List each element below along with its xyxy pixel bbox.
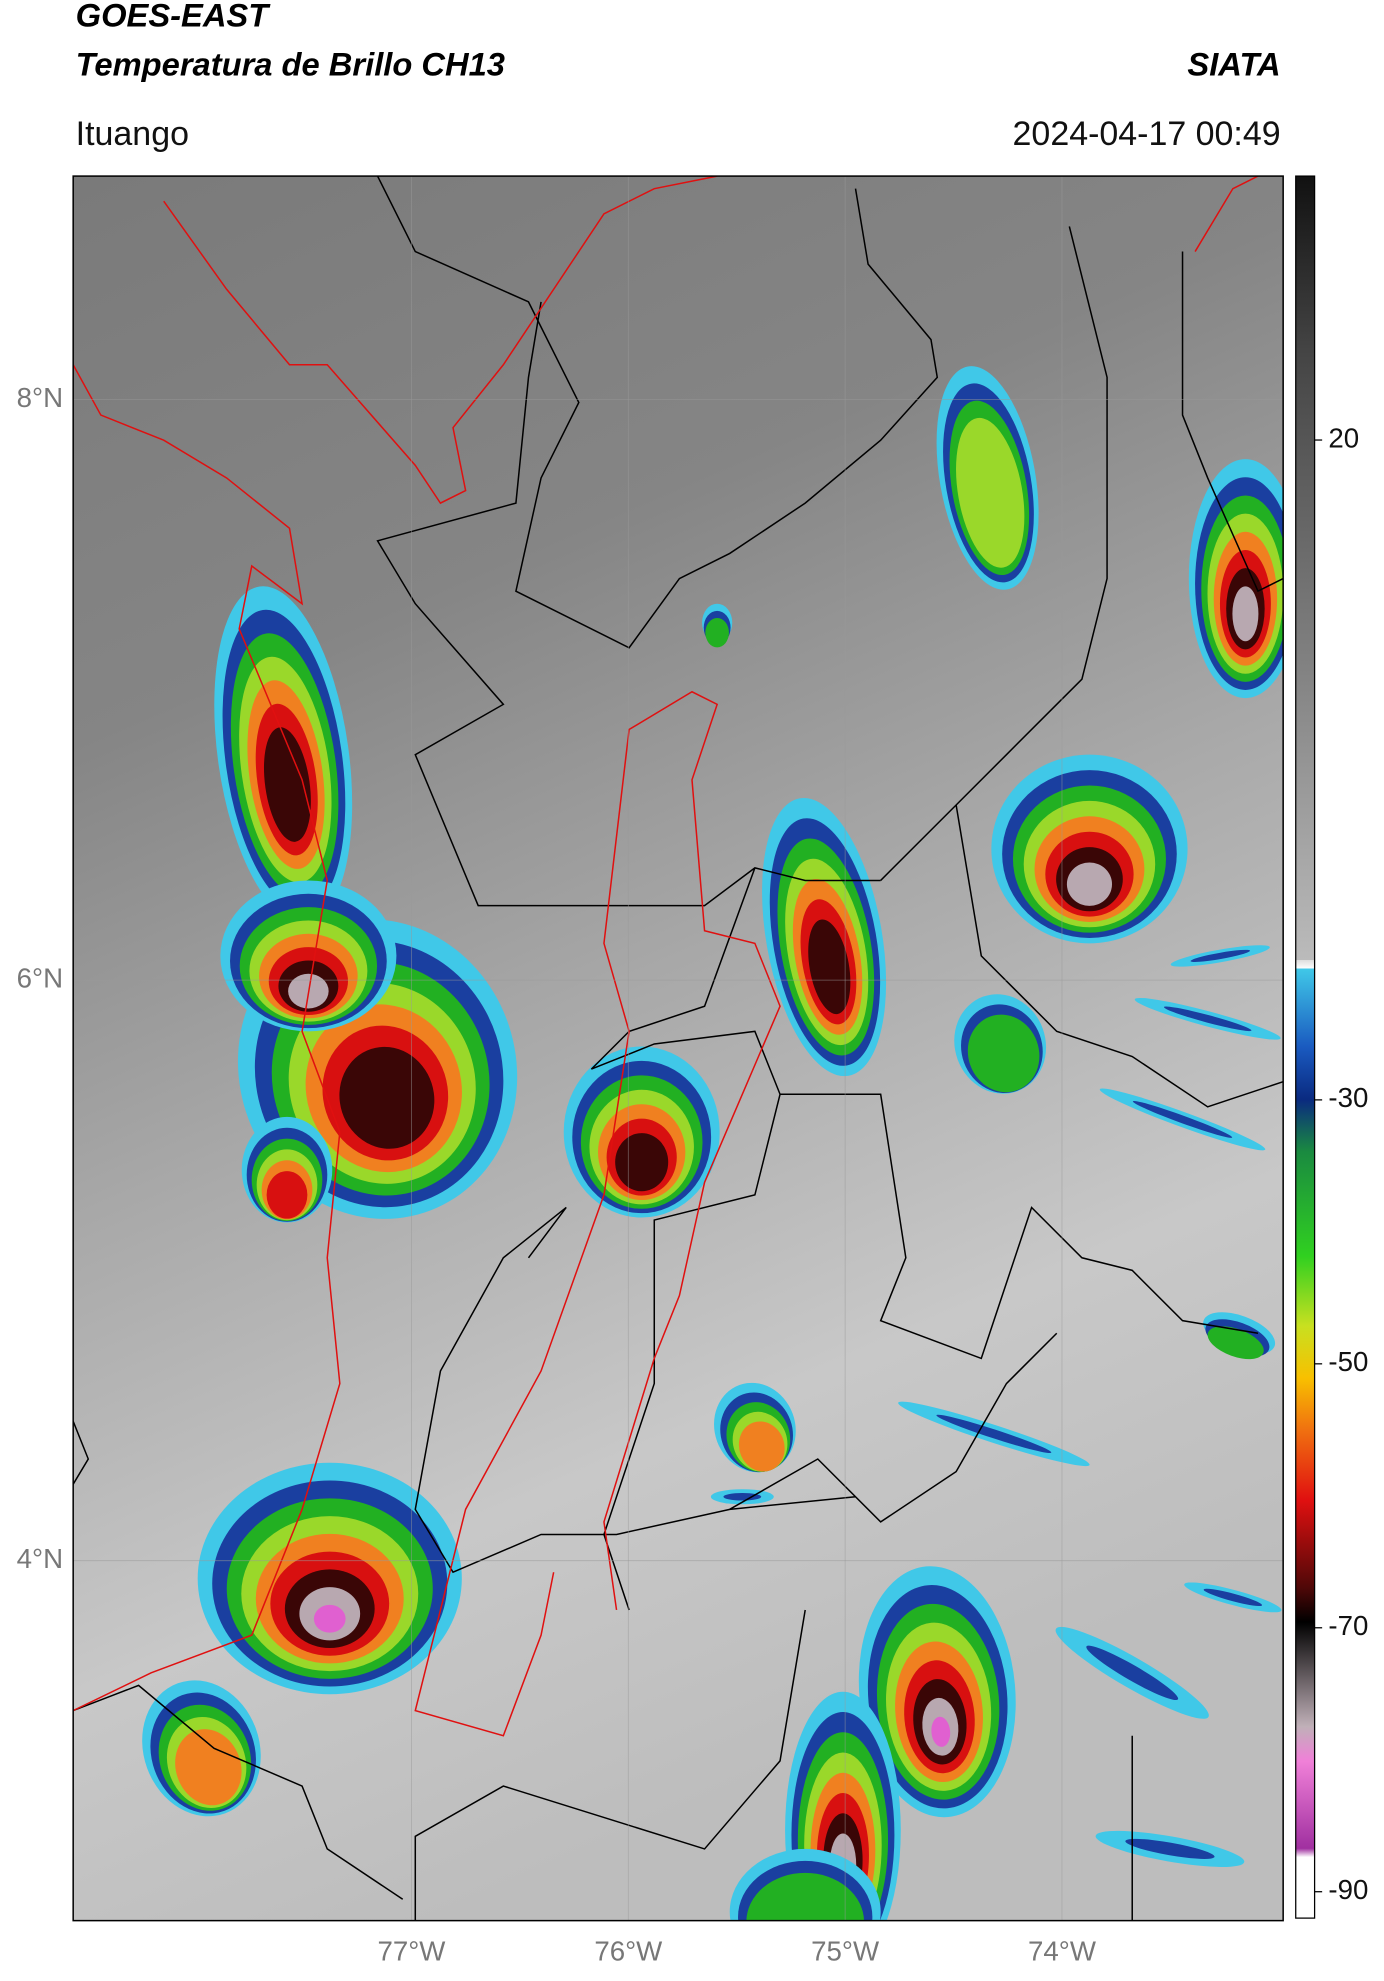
cloud-streak: [723, 1492, 762, 1501]
cloud-streak: [936, 1414, 1052, 1453]
storm-cell: [967, 1014, 1040, 1093]
x-tick-label: 74°W: [1028, 1936, 1097, 1967]
border-line: [729, 1332, 1058, 1523]
region: Ituango: [76, 115, 189, 153]
colorbar-tick-label: -90: [1328, 1874, 1368, 1905]
storm-cell: [1066, 862, 1113, 906]
storm-cell: [956, 417, 1025, 568]
coastline: [163, 176, 718, 505]
storm-cell: [931, 1716, 951, 1747]
border-line: [1181, 251, 1284, 593]
storm-cell: [263, 727, 311, 842]
colorbar-tick-label: 20: [1328, 422, 1359, 453]
cloud-streak: [1125, 1838, 1215, 1859]
source: SIATA: [1187, 45, 1280, 82]
colorbar-tick-label: -70: [1328, 1610, 1368, 1641]
y-tick-label: 4°N: [17, 1543, 63, 1574]
border-line: [414, 1609, 806, 1921]
datetime: 2024-04-17 00:49: [1013, 115, 1281, 153]
cloud-streak: [1163, 1006, 1252, 1032]
border-line: [73, 1684, 404, 1900]
cloud-streak: [1190, 949, 1250, 962]
storm-cell: [705, 617, 729, 648]
border-line: [590, 867, 781, 1611]
storm-cell: [313, 1604, 346, 1633]
coastline: [73, 364, 341, 1712]
storm-cell: [339, 1046, 435, 1149]
storm-cell: [1232, 586, 1259, 642]
y-tick-label: 8°N: [17, 382, 63, 413]
map-frame: [72, 175, 1284, 1922]
cloud-streak: [1086, 1645, 1179, 1701]
coastline: [1194, 176, 1259, 252]
border-line: [780, 1093, 1259, 1360]
colorbar-tick-label: -50: [1328, 1346, 1368, 1377]
border-line: [414, 1206, 856, 1574]
storm-cell: [1207, 1326, 1264, 1360]
border-line: [376, 176, 939, 649]
x-tick-label: 75°W: [811, 1936, 880, 1967]
storm-cell: [266, 1171, 308, 1219]
coastline: [414, 690, 781, 1737]
title: GOES-EAST: [76, 0, 272, 33]
storm-cell: [808, 919, 851, 1015]
map: [73, 176, 1284, 1921]
cloud-streak: [1203, 1588, 1263, 1606]
x-tick-label: 77°W: [377, 1936, 446, 1967]
border-line: [73, 1421, 90, 1485]
y-tick-label: 6°N: [17, 962, 63, 993]
storm-cell: [615, 1133, 669, 1192]
title: Temperatura de Brillo CH13: [76, 45, 505, 82]
colorbar: [1295, 175, 1316, 1919]
storm-cell: [175, 1729, 242, 1806]
storm-cell: [746, 1872, 865, 1921]
cloud-streak: [1132, 1101, 1233, 1138]
x-tick-label: 76°W: [594, 1936, 663, 1967]
border-line: [955, 804, 1284, 1108]
storm-cell: [738, 1421, 785, 1472]
colorbar-tick-label: -30: [1328, 1082, 1368, 1113]
